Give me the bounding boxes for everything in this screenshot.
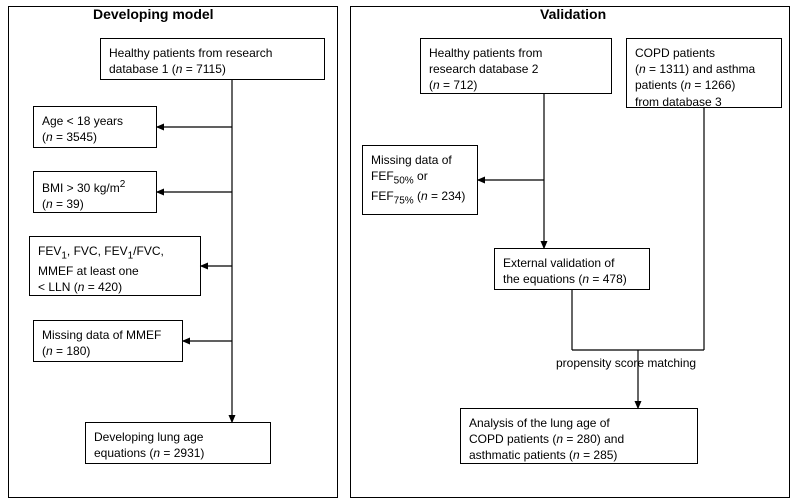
- node-l_lln: FEV1, FVC, FEV1/FVC,MMEF at least one< L…: [29, 236, 201, 296]
- panel-right-title: Validation: [540, 6, 606, 22]
- node-r_miss: Missing data ofFEF50% orFEF75% (n = 234): [362, 145, 478, 215]
- node-l_bmi: BMI > 30 kg/m2(n = 39): [33, 171, 157, 213]
- node-l_mmef: Missing data of MMEF(n = 180): [33, 320, 183, 362]
- node-r_db3: COPD patients(n = 1311) and asthmapatien…: [626, 38, 782, 108]
- panel-left-title: Developing model: [93, 6, 214, 22]
- edge-label-psm: propensity score matching: [556, 356, 696, 370]
- node-l_age: Age < 18 years(n = 3545): [33, 106, 157, 148]
- node-r_ext: External validation ofthe equations (n =…: [494, 248, 650, 290]
- node-r_final: Analysis of the lung age ofCOPD patients…: [460, 408, 698, 464]
- node-r_db2: Healthy patients fromresearch database 2…: [420, 38, 612, 94]
- node-l_final: Developing lung ageequations (n = 2931): [85, 422, 271, 464]
- node-l_db1: Healthy patients from researchdatabase 1…: [100, 38, 325, 80]
